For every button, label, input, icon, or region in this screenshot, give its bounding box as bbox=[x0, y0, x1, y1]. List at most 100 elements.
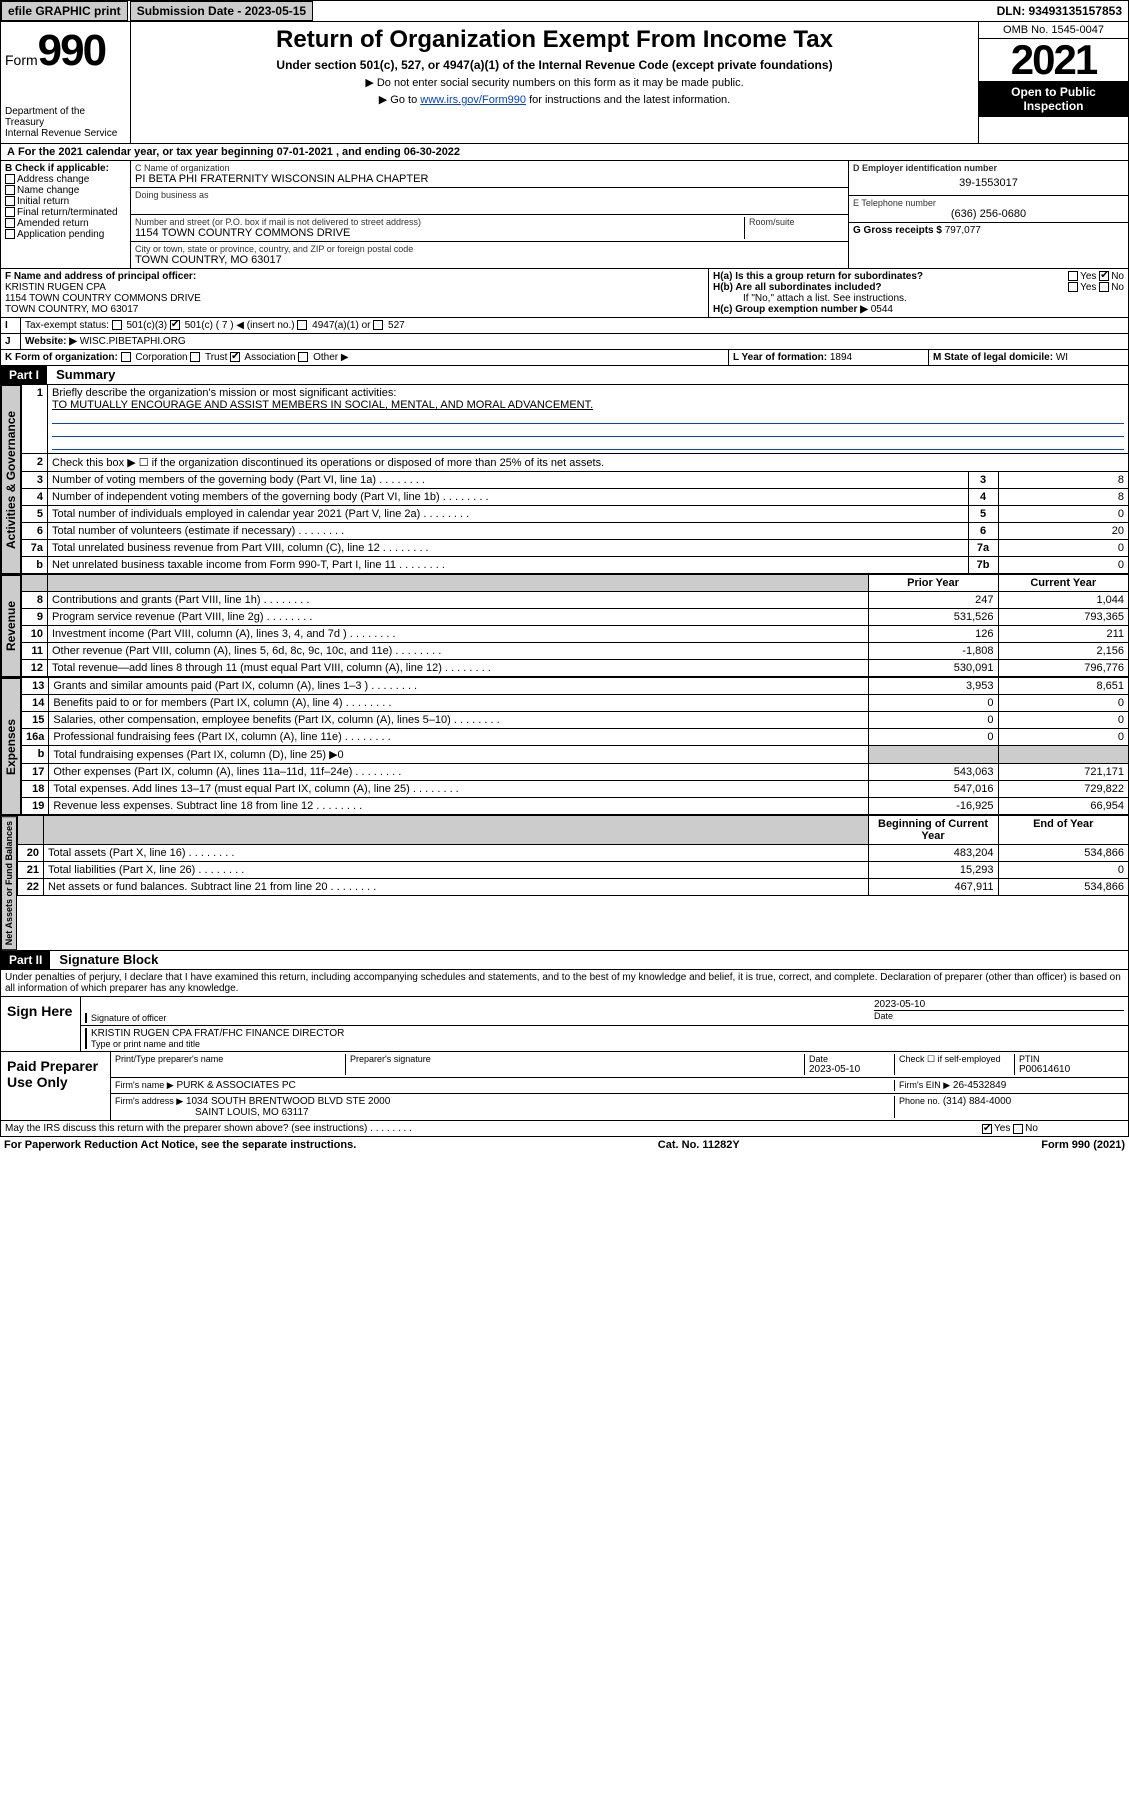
sign-here-lbl: Sign Here bbox=[1, 997, 81, 1051]
row-prior: 543,063 bbox=[868, 764, 998, 781]
row-box: 6 bbox=[968, 523, 998, 540]
row-n: 18 bbox=[22, 781, 49, 798]
tab-governance: Activities & Governance bbox=[1, 385, 21, 574]
q1-text: Briefly describe the organization's miss… bbox=[52, 387, 396, 399]
part1-hdr: Part I bbox=[1, 366, 47, 384]
instr-2: ▶ Go to www.irs.gov/Form990 for instruct… bbox=[139, 93, 970, 106]
b-opt-checkbox[interactable] bbox=[5, 185, 15, 195]
hb-yes-checkbox[interactable] bbox=[1068, 282, 1078, 292]
part1-body: Activities & Governance 1 Briefly descri… bbox=[0, 385, 1129, 575]
prep-self: Check ☐ if self-employed bbox=[899, 1054, 1014, 1065]
form-number: 990 bbox=[38, 26, 105, 75]
section-klm: K Form of organization: Corporation Trus… bbox=[0, 350, 1129, 366]
ha-yes-checkbox[interactable] bbox=[1068, 271, 1078, 281]
tax-year: 2021 bbox=[979, 39, 1128, 81]
form-label: Form bbox=[5, 52, 38, 68]
efile-button[interactable]: efile GRAPHIC print bbox=[1, 1, 128, 21]
b-label: B Check if applicable: bbox=[5, 163, 126, 174]
q1-n: 1 bbox=[22, 385, 48, 454]
firm-addr-lbl: Firm's address ▶ bbox=[115, 1096, 183, 1106]
discuss-no-checkbox[interactable] bbox=[1013, 1124, 1023, 1134]
i-opt-checkbox[interactable] bbox=[170, 320, 180, 330]
row-n: 17 bbox=[22, 764, 49, 781]
row-n: b bbox=[22, 557, 48, 574]
b-opt-checkbox[interactable] bbox=[5, 207, 15, 217]
e-val: (636) 256-0680 bbox=[853, 208, 1124, 220]
row-n: 15 bbox=[22, 712, 49, 729]
footer: For Paperwork Reduction Act Notice, see … bbox=[0, 1137, 1129, 1153]
band-a-text: For the 2021 calendar year, or tax year … bbox=[18, 146, 460, 158]
row-curr: 0 bbox=[998, 862, 1128, 879]
row-prior: 483,204 bbox=[868, 845, 998, 862]
i-opt: 501(c)(3) bbox=[112, 320, 167, 331]
section-i: I Tax-exempt status: 501(c)(3) 501(c) ( … bbox=[0, 318, 1129, 334]
instr2-link[interactable]: www.irs.gov/Form990 bbox=[420, 94, 526, 106]
i-opt-checkbox[interactable] bbox=[112, 320, 122, 330]
row-text: Investment income (Part VIII, column (A)… bbox=[48, 626, 869, 643]
col-b: B Check if applicable: Address changeNam… bbox=[1, 161, 131, 268]
row-prior: 0 bbox=[868, 729, 998, 746]
i-opt-checkbox[interactable] bbox=[297, 320, 307, 330]
instr2-pre: Go to bbox=[390, 94, 420, 106]
section-j: J Website: ▶ WISC.PIBETAPHI.ORG bbox=[0, 334, 1129, 350]
k-opt-checkbox[interactable] bbox=[190, 352, 200, 362]
d-val: 39-1553017 bbox=[853, 173, 1124, 193]
row-text: Net assets or fund balances. Subtract li… bbox=[44, 879, 869, 896]
row-n: 6 bbox=[22, 523, 48, 540]
row-text: Total number of volunteers (estimate if … bbox=[48, 523, 969, 540]
j-val: WISC.PIBETAPHI.ORG bbox=[80, 336, 186, 347]
row-prior: 530,091 bbox=[868, 660, 998, 677]
prep-sig-lbl: Preparer's signature bbox=[350, 1054, 804, 1064]
discuss-text: May the IRS discuss this return with the… bbox=[5, 1123, 367, 1134]
row-n: 11 bbox=[22, 643, 48, 660]
k-opt-checkbox[interactable] bbox=[230, 352, 240, 362]
submission-button[interactable]: Submission Date - 2023-05-15 bbox=[130, 1, 313, 21]
discuss-yes-checkbox[interactable] bbox=[982, 1124, 992, 1134]
i-opt: 527 bbox=[371, 320, 405, 331]
row-prior: -1,808 bbox=[868, 643, 998, 660]
row-box: 7a bbox=[968, 540, 998, 557]
row-curr: 0 bbox=[998, 729, 1128, 746]
row-text: Net unrelated business taxable income fr… bbox=[48, 557, 969, 574]
i-opt: 501(c) ( 7 ) ◀ (insert no.) bbox=[167, 320, 295, 331]
phone: (314) 884-4000 bbox=[943, 1096, 1011, 1107]
col-end: End of Year bbox=[998, 816, 1128, 845]
k-opt: Corporation bbox=[121, 352, 188, 363]
row-n: 20 bbox=[18, 845, 44, 862]
k-opt-checkbox[interactable] bbox=[121, 352, 131, 362]
section-bcd: B Check if applicable: Address changeNam… bbox=[0, 161, 1129, 269]
col-d: D Employer identification number39-15530… bbox=[848, 161, 1128, 268]
footer-mid: Cat. No. 11282Y bbox=[356, 1139, 1041, 1151]
row-prior: 547,016 bbox=[868, 781, 998, 798]
row-prior: 126 bbox=[868, 626, 998, 643]
hb-no-checkbox[interactable] bbox=[1099, 282, 1109, 292]
part2-hdr: Part II bbox=[1, 951, 50, 969]
row-n: 9 bbox=[22, 609, 48, 626]
row-box: 5 bbox=[968, 506, 998, 523]
q1-ans: TO MUTUALLY ENCOURAGE AND ASSIST MEMBERS… bbox=[52, 399, 593, 411]
k-opt-checkbox[interactable] bbox=[298, 352, 308, 362]
b-opt-checkbox[interactable] bbox=[5, 196, 15, 206]
row-n: 14 bbox=[22, 695, 49, 712]
row-n: 22 bbox=[18, 879, 44, 896]
b-opt: Final return/terminated bbox=[5, 207, 126, 218]
b-opt-checkbox[interactable] bbox=[5, 218, 15, 228]
row-prior: 0 bbox=[868, 695, 998, 712]
c-name: PI BETA PHI FRATERNITY WISCONSIN ALPHA C… bbox=[135, 173, 844, 185]
b-opt-checkbox[interactable] bbox=[5, 229, 15, 239]
row-n: 13 bbox=[22, 678, 49, 695]
room-lbl: Room/suite bbox=[749, 217, 844, 227]
ha-no-checkbox[interactable] bbox=[1099, 271, 1109, 281]
i-opt-checkbox[interactable] bbox=[373, 320, 383, 330]
row-text: Total expenses. Add lines 13–17 (must eq… bbox=[49, 781, 868, 798]
row-val: 8 bbox=[998, 489, 1128, 506]
k-opt: Association bbox=[227, 352, 295, 363]
no-lbl: No bbox=[1111, 271, 1124, 282]
b-opt-checkbox[interactable] bbox=[5, 174, 15, 184]
addr-lbl: Number and street (or P.O. box if mail i… bbox=[135, 217, 744, 227]
row-text: Total fundraising expenses (Part IX, col… bbox=[49, 746, 868, 764]
row-n: 19 bbox=[22, 798, 49, 815]
footer-left: For Paperwork Reduction Act Notice, see … bbox=[4, 1139, 356, 1151]
row-curr: 1,044 bbox=[998, 592, 1128, 609]
row-text: Other expenses (Part IX, column (A), lin… bbox=[49, 764, 868, 781]
